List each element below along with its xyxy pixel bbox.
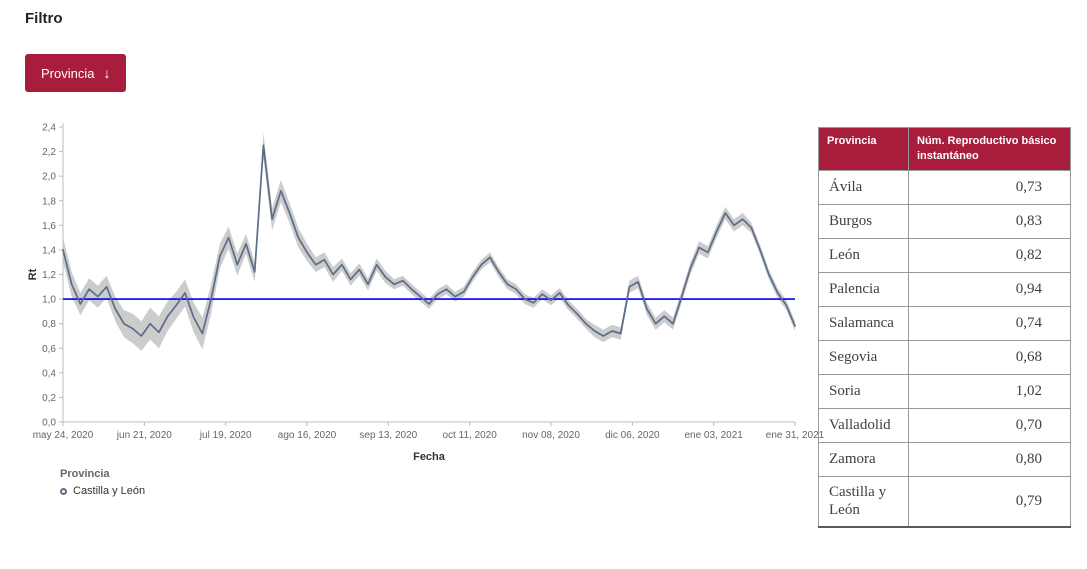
x-tick-label: nov 08, 2020 (522, 430, 580, 441)
value-cell: 0,83 (908, 203, 1071, 239)
y-tick-label: 0,0 (42, 418, 56, 429)
table-row[interactable]: Palencia 0,94 (818, 271, 1071, 307)
y-tick-label: 2,4 (42, 123, 56, 134)
rt-series-line (62, 144, 796, 337)
arrow-down-icon: ↓ (103, 65, 111, 81)
value-cell: 0,94 (908, 271, 1071, 307)
y-tick-label: 1,2 (42, 270, 56, 281)
x-axis-title: Fecha (413, 451, 446, 463)
table-row[interactable]: Segovia 0,68 (818, 339, 1071, 375)
y-tick-label: 0,8 (42, 319, 56, 330)
value-cell: 0,73 (908, 169, 1071, 205)
province-cell: Ávila (818, 169, 909, 205)
x-tick-label: ago 16, 2020 (278, 430, 337, 441)
provinces-table: Provincia Núm. Reproductivo básico insta… (818, 127, 1071, 529)
table-row[interactable]: Burgos 0,83 (818, 203, 1071, 239)
x-tick-label: ene 03, 2021 (684, 430, 743, 441)
rt-line-chart[interactable]: 0,0 0,2 0,4 0,6 0,8 1,0 1,2 1,4 1,6 1,8 2,0 2,2 2,4 m… (25, 112, 825, 467)
table-header-num-reproductivo: Núm. Reproductivo básico instantáneo (908, 127, 1071, 171)
table-row[interactable]: Castilla y León 0,79 (818, 475, 1071, 528)
table-row[interactable]: Ávila 0,73 (818, 169, 1071, 205)
chart-canvas[interactable]: 0,0 0,2 0,4 0,6 0,8 1,0 1,2 1,4 1,6 1,8 2,0 2,2 2,4 m… (25, 112, 825, 467)
value-cell: 0,82 (908, 237, 1071, 273)
y-tick-label: 1,6 (42, 221, 56, 232)
y-tick-label: 0,2 (42, 393, 56, 404)
table-row[interactable]: Zamora 0,80 (818, 441, 1071, 477)
province-cell: Salamanca (818, 305, 909, 341)
x-tick-label: ene 31, 2021 (766, 430, 825, 441)
x-tick-label: sep 13, 2020 (359, 430, 417, 441)
series-marker-icon (60, 487, 67, 495)
confidence-band (63, 133, 795, 351)
province-cell: León (818, 237, 909, 273)
table-row[interactable]: Valladolid 0,70 (818, 407, 1071, 443)
y-tick-label: 0,6 (42, 344, 56, 355)
provincia-filter-button[interactable]: Provincia ↓ (25, 54, 127, 92)
value-cell: 0,80 (908, 441, 1071, 477)
chart-legend: Provincia Castilla y León (60, 468, 145, 497)
filter-button-label: Provincia (41, 65, 95, 81)
y-tick-label: 1,0 (42, 295, 56, 306)
value-cell: 1,02 (908, 373, 1071, 409)
province-cell: Valladolid (818, 407, 909, 443)
province-cell: Palencia (818, 271, 909, 307)
province-cell: Burgos (818, 203, 909, 239)
legend-title: Provincia (60, 468, 110, 480)
value-cell: 0,74 (908, 305, 1071, 341)
value-cell: 0,79 (908, 475, 1071, 528)
y-tick-label: 1,4 (42, 245, 56, 256)
value-cell: 0,70 (908, 407, 1071, 443)
province-cell: Castilla y León (818, 475, 909, 528)
table-row[interactable]: Salamanca 0,74 (818, 305, 1071, 341)
value-cell: 0,68 (908, 339, 1071, 375)
table-row[interactable]: Soria 1,02 (818, 373, 1071, 409)
table-header-row: Provincia Núm. Reproductivo básico insta… (818, 127, 1071, 171)
x-tick-label: jun 21, 2020 (116, 430, 172, 441)
page-title: Filtro (25, 10, 63, 27)
province-cell: Segovia (818, 339, 909, 375)
table-header-provincia: Provincia (818, 127, 909, 171)
province-cell: Soria (818, 373, 909, 409)
x-tick-label: oct 11, 2020 (443, 430, 498, 441)
legend-item-label: Castilla y León (73, 485, 146, 497)
table-row[interactable]: León 0,82 (818, 237, 1071, 273)
y-tick-label: 2,2 (42, 147, 56, 158)
x-tick-label: may 24, 2020 (33, 430, 94, 441)
x-tick-label: dic 06, 2020 (605, 430, 660, 441)
y-tick-label: 1,8 (42, 196, 56, 207)
y-tick-label: 2,0 (42, 172, 56, 183)
y-tick-label: 0,4 (42, 368, 56, 379)
x-tick-label: jul 19, 2020 (199, 430, 252, 441)
legend-item-castilla-y-leon[interactable]: Castilla y León (60, 485, 145, 497)
y-axis-title: Rt (27, 268, 39, 280)
province-cell: Zamora (818, 441, 909, 477)
